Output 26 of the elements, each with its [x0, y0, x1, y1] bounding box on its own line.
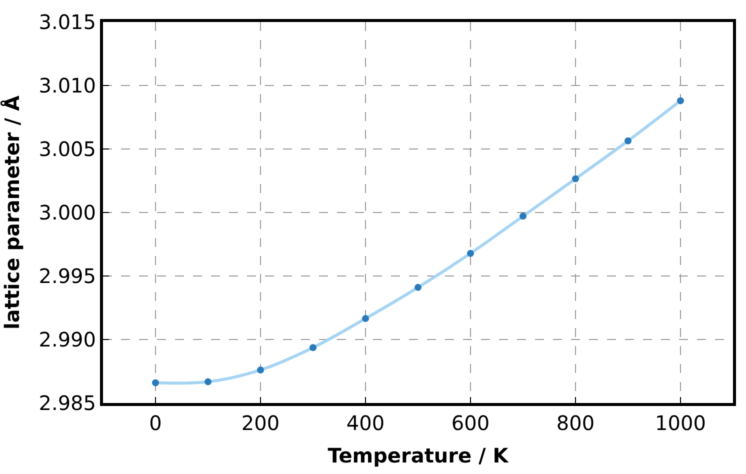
y-tick-label: 3.010: [38, 74, 96, 98]
x-tick-label: 0: [149, 411, 162, 435]
x-tick-label: 200: [241, 411, 280, 435]
point: [414, 284, 422, 291]
x-tick-label: 400: [346, 411, 385, 435]
y-tick-label: 2.990: [38, 328, 96, 352]
y-tick-label: 2.995: [38, 264, 96, 288]
point: [467, 250, 474, 257]
x-tick-label: 1000: [655, 411, 706, 435]
point: [204, 378, 212, 386]
point: [677, 97, 684, 104]
y-tick-label: 3.000: [38, 200, 96, 224]
point: [257, 366, 264, 374]
point: [310, 344, 316, 352]
x-tick-label: 600: [451, 411, 490, 435]
y-tick-label: 3.015: [38, 10, 96, 34]
x-axis-title: Temperature / K: [328, 444, 510, 468]
point: [624, 137, 632, 144]
y-tick-label: 2.985: [38, 391, 96, 415]
x-tick-label: 800: [556, 411, 595, 435]
point: [152, 379, 159, 386]
point: [572, 175, 579, 182]
point: [362, 315, 369, 322]
point: [520, 212, 526, 220]
y-tick-label: 3.005: [38, 137, 96, 161]
y-axis-title: lattice parameter / Å: [0, 94, 24, 330]
